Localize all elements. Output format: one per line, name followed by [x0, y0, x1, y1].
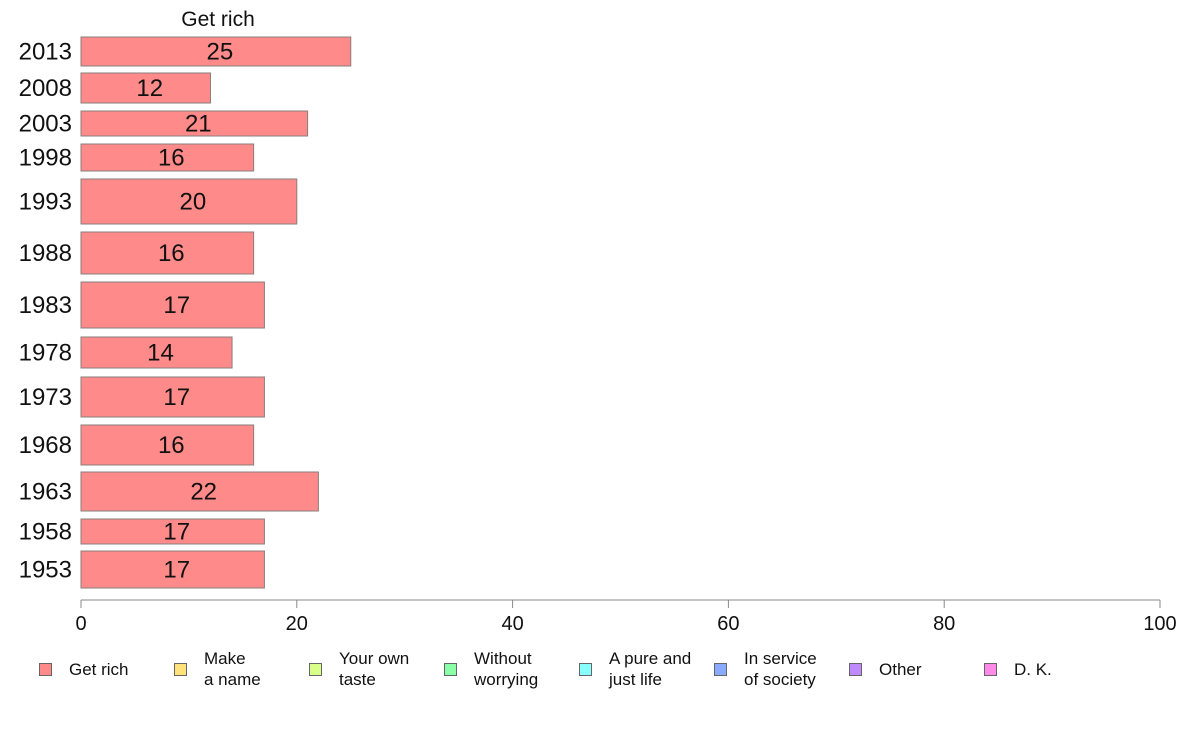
bar-value-label: 17	[163, 519, 190, 546]
legend-label: Make a name	[204, 649, 261, 689]
bar-2008	[80, 72, 211, 104]
bar-value-label: 14	[147, 340, 174, 367]
x-axis: 0 20 40 60 80 100	[75, 599, 1177, 635]
legend-item: Get rich	[39, 648, 129, 690]
legend-item: Other	[849, 648, 922, 690]
bar-value-label: 12	[136, 75, 163, 102]
legend-swatch	[849, 662, 862, 676]
bar-1968	[80, 424, 255, 466]
legend-label: A pure and just life	[609, 649, 692, 689]
year-label: 1953	[19, 557, 72, 584]
bar-1978	[80, 336, 233, 369]
bar-value-label: 17	[163, 292, 190, 319]
legend-swatch	[984, 662, 997, 676]
legend-item: A pure and just life	[579, 648, 691, 690]
year-label: 1998	[19, 145, 72, 172]
legend-swatch	[174, 662, 187, 676]
legend-item: D. K.	[984, 648, 1052, 690]
year-label: 1973	[19, 384, 72, 411]
bar-1973	[80, 376, 265, 418]
legend-label: Your own taste	[339, 649, 410, 689]
x-tick-label: 20	[286, 613, 308, 635]
legend-label: Without worrying	[474, 649, 539, 689]
bar-value-label: 21	[185, 111, 212, 138]
bar-2013	[80, 36, 352, 67]
bar-1998	[80, 143, 255, 172]
legend-swatch	[39, 662, 52, 676]
bars-group: 2013 25 2008 12 2003 21 1998 16 1993 20 1988 16 1983…	[19, 36, 352, 589]
bar-1983	[80, 281, 265, 329]
legend-item: Without worrying	[444, 648, 538, 690]
bar-1958	[80, 518, 265, 545]
x-tick-label: 80	[933, 613, 955, 635]
legend-swatch	[309, 662, 322, 676]
bar-value-label: 22	[190, 479, 217, 506]
legend-item: In service of society	[714, 648, 817, 690]
legend-label: Other	[879, 659, 922, 679]
x-tick-label: 0	[75, 613, 86, 635]
year-label: 2013	[19, 39, 72, 66]
year-label: 2003	[19, 111, 72, 138]
legend-swatch	[714, 662, 727, 676]
year-label: 1978	[19, 340, 72, 367]
bar-value-label: 17	[163, 384, 190, 411]
column-title: Get rich	[181, 8, 255, 31]
legend-swatch	[444, 662, 457, 676]
bar-1963	[80, 471, 319, 512]
bar-value-label: 16	[158, 145, 185, 172]
legend-label: In service of society	[744, 649, 817, 689]
year-label: 1968	[19, 432, 72, 459]
legend-swatch	[579, 662, 592, 676]
bar-value-label: 16	[158, 240, 185, 267]
bar-value-label: 17	[163, 557, 190, 584]
year-label: 2008	[19, 75, 72, 102]
legend-label: Get rich	[69, 659, 129, 679]
bar-1953	[80, 550, 265, 589]
year-label: 1958	[19, 519, 72, 546]
x-tick-label: 40	[501, 613, 523, 635]
year-label: 1963	[19, 479, 72, 506]
bar-1993	[80, 178, 298, 225]
bar-value-label: 20	[180, 189, 207, 216]
year-label: 1988	[19, 240, 72, 267]
x-tick-label: 60	[717, 613, 739, 635]
bar-value-label: 25	[207, 39, 234, 66]
bar-1988	[80, 231, 255, 275]
legend: Get rich Make a name Your own taste Without…	[0, 645, 1188, 705]
legend-label: D. K.	[1014, 659, 1052, 679]
year-label: 1993	[19, 189, 72, 216]
legend-item: Make a name	[174, 648, 261, 690]
bar-value-label: 16	[158, 432, 185, 459]
x-tick-label: 100	[1143, 613, 1176, 635]
bar-2003	[80, 110, 309, 137]
year-label: 1983	[19, 292, 72, 319]
legend-item: Your own taste	[309, 648, 409, 690]
